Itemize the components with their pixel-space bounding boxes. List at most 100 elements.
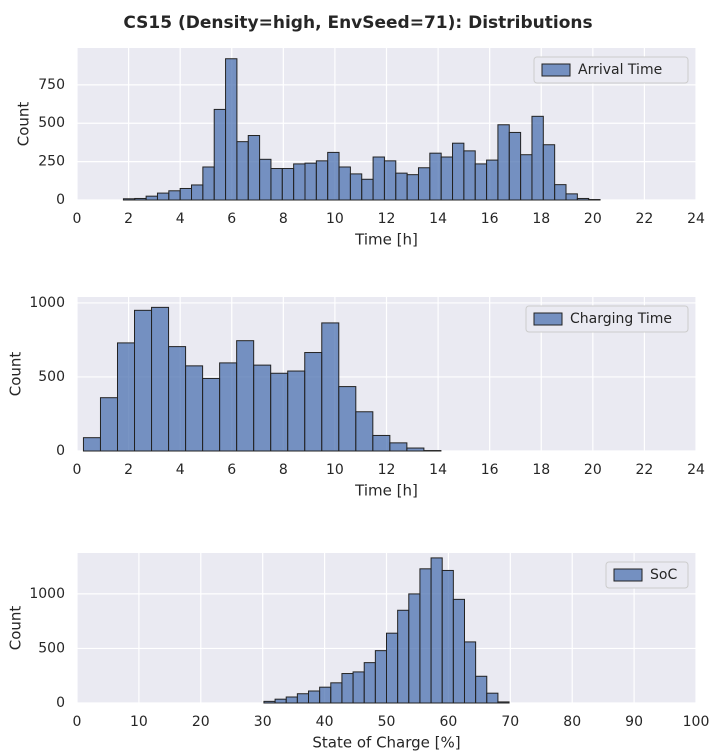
x-tick-label: 6 [227, 462, 236, 478]
histogram-bar [320, 687, 331, 703]
y-tick-label: 0 [56, 695, 65, 711]
histogram-bar [442, 570, 453, 703]
x-tick-label: 0 [73, 211, 82, 227]
x-tick-label: 14 [429, 462, 447, 478]
legend-label: Arrival Time [578, 62, 662, 78]
x-axis-label: Time [h] [354, 482, 418, 500]
histogram-bar [271, 169, 282, 200]
histogram-bar [543, 145, 554, 200]
x-tick-label: 14 [429, 211, 447, 227]
histogram-bar [453, 143, 464, 200]
y-tick-label: 1000 [29, 295, 65, 311]
histogram-bar [453, 599, 464, 703]
figure-title: CS15 (Density=high, EnvSeed=71): Distrib… [123, 13, 592, 33]
x-tick-label: 50 [378, 714, 396, 730]
y-axis-label: Count [7, 606, 25, 651]
y-tick-label: 250 [38, 154, 65, 170]
histogram-bar [237, 142, 248, 200]
x-tick-label: 60 [439, 714, 457, 730]
histogram-bar [407, 448, 424, 451]
histogram-bar [430, 153, 441, 200]
y-tick-label: 500 [38, 369, 65, 385]
histogram-bar [364, 663, 375, 703]
histogram-bar [192, 185, 203, 200]
histogram-bar [476, 676, 487, 703]
histogram-bar [339, 167, 350, 200]
histogram-bar [294, 164, 305, 200]
x-tick-label: 18 [532, 462, 550, 478]
histogram-bar [555, 185, 566, 200]
histogram-bar [169, 191, 180, 200]
histogram-bar [248, 136, 259, 200]
histogram-bar [288, 371, 305, 451]
histogram-bar [431, 558, 442, 703]
x-tick-label: 6 [227, 211, 236, 227]
y-axis-label: Count [7, 352, 25, 397]
x-tick-label: 100 [683, 714, 710, 730]
x-tick-label: 40 [316, 714, 334, 730]
y-tick-label: 1000 [29, 586, 65, 602]
histogram-bar [375, 651, 386, 703]
histogram-bar [146, 196, 157, 200]
histogram-bar [362, 179, 373, 200]
histogram-bar [275, 699, 286, 703]
x-tick-label: 0 [73, 462, 82, 478]
histogram-bar [577, 198, 588, 200]
x-tick-label: 20 [584, 211, 602, 227]
histogram-bar [203, 167, 214, 200]
x-tick-label: 30 [254, 714, 272, 730]
histogram-bar [353, 672, 364, 703]
histogram-bar [157, 193, 168, 200]
x-tick-label: 10 [326, 211, 344, 227]
y-tick-label: 500 [38, 115, 65, 131]
x-tick-label: 90 [625, 714, 643, 730]
histogram-bar [135, 198, 146, 200]
histogram-bar [260, 159, 271, 200]
histogram-bar [237, 341, 254, 451]
histogram-bar [521, 155, 532, 200]
histogram-bar [384, 161, 395, 200]
histogram-bar [83, 438, 100, 451]
histogram-bar [509, 132, 520, 200]
histogram-bar [271, 373, 288, 451]
y-tick-label: 500 [38, 640, 65, 656]
histogram-bar [409, 594, 420, 703]
x-tick-label: 22 [636, 211, 654, 227]
histogram-bar [226, 59, 237, 200]
histogram-bar [297, 694, 308, 703]
histogram-bar [398, 610, 409, 703]
histogram-bar [305, 163, 316, 200]
histogram-bar [373, 435, 390, 451]
y-tick-label: 0 [56, 192, 65, 208]
histogram-bar [309, 691, 320, 703]
histogram-bar [322, 323, 339, 451]
histogram-bar [498, 125, 509, 200]
x-tick-label: 0 [73, 714, 82, 730]
histogram-bar [387, 633, 398, 703]
x-tick-label: 2 [124, 211, 133, 227]
histogram-bar [180, 188, 191, 200]
histogram-bar [316, 161, 327, 200]
histogram-bar [152, 307, 169, 451]
histogram-bar [420, 569, 431, 703]
legend-swatch [614, 569, 642, 581]
histogram-bar [396, 173, 407, 200]
histogram-bar [441, 157, 452, 200]
histogram-bar [356, 412, 373, 451]
histogram-bar [186, 366, 203, 451]
histogram-bar [100, 398, 117, 451]
histogram-bar [407, 175, 418, 200]
histogram-bar [328, 152, 339, 200]
histogram-bar [339, 387, 356, 451]
histogram-bar [214, 109, 225, 200]
histogram-bar [282, 169, 293, 200]
histogram-bar [203, 378, 220, 451]
x-tick-label: 16 [481, 211, 499, 227]
x-tick-label: 10 [130, 714, 148, 730]
x-tick-label: 10 [326, 462, 344, 478]
y-tick-label: 750 [38, 77, 65, 93]
x-tick-label: 20 [584, 462, 602, 478]
x-tick-label: 8 [279, 211, 288, 227]
x-tick-label: 4 [176, 211, 185, 227]
